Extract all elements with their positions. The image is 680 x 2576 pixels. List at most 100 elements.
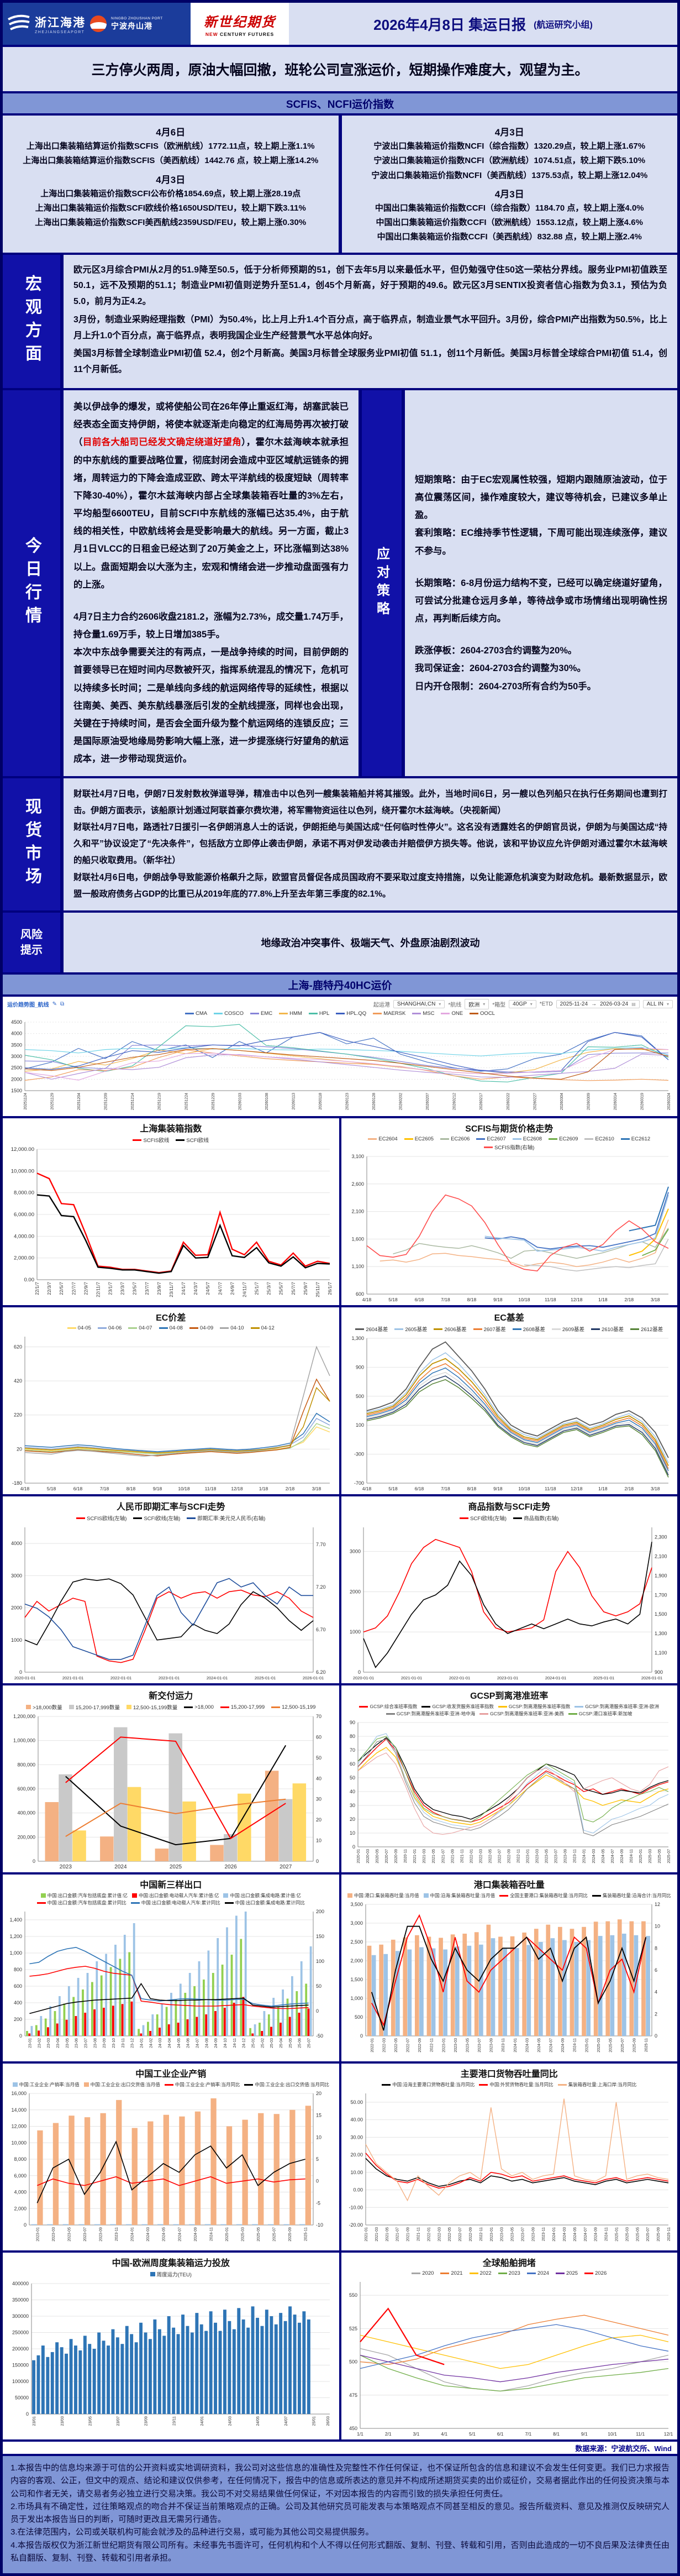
svg-text:2023-05: 2023-05 bbox=[67, 2227, 71, 2242]
svg-text:50: 50 bbox=[349, 1775, 355, 1781]
svg-text:10/1: 10/1 bbox=[608, 2431, 617, 2437]
svg-text:7/18: 7/18 bbox=[441, 1486, 450, 1491]
today-section: 今日行情 美以伊战争的爆发，或将使船公司在26年停止重返红海，胡塞武装已经表态全… bbox=[3, 390, 677, 776]
svg-text:500: 500 bbox=[354, 2014, 362, 2020]
fx-chart-band-title: 上海-鹿特丹40HC运价 bbox=[288, 980, 392, 992]
svg-text:23/03: 23/03 bbox=[61, 2416, 65, 2426]
svg-text:12,000: 12,000 bbox=[11, 2124, 27, 2129]
daily-view-text: 三方停火两周，原油大幅回撤，班轮公司宣涨运价，短期操作难度大，观望为主。 bbox=[91, 62, 589, 78]
etd-range-picker[interactable]: 2025-11-24 → 2026-03-24 ▤ bbox=[556, 1000, 640, 1009]
svg-text:2000: 2000 bbox=[349, 1589, 360, 1594]
svg-text:23/01: 23/01 bbox=[33, 2416, 36, 2426]
svg-text:4,000.00: 4,000.00 bbox=[14, 1233, 34, 1239]
svg-text:14,000: 14,000 bbox=[11, 2107, 27, 2113]
spot-label: 现货市场 bbox=[23, 798, 41, 891]
index-line: 上海出口集装箱运价指数SCFI欧线价格1650USD/TEU，较上期下跌3.11… bbox=[35, 203, 306, 213]
chart-legend: 2604基差 2605基差 2606基差 2607基差 2608基差 2609基差 2610… bbox=[341, 1324, 678, 1334]
svg-text:2500: 2500 bbox=[11, 1065, 22, 1071]
svg-text:22/5/7: 22/5/7 bbox=[59, 1282, 64, 1295]
svg-text:4,000: 4,000 bbox=[14, 2190, 27, 2195]
svg-text:3/1: 3/1 bbox=[413, 2431, 419, 2437]
svg-text:7/1: 7/1 bbox=[525, 2431, 531, 2437]
svg-text:25/5/7: 25/5/7 bbox=[278, 1282, 284, 1295]
svg-text:0: 0 bbox=[33, 1858, 35, 1864]
svg-text:12/18: 12/18 bbox=[231, 1486, 243, 1491]
svg-text:2023-11: 2023-11 bbox=[573, 1849, 577, 1863]
container-type-select[interactable]: 40GP ▾ bbox=[509, 1000, 536, 1009]
svg-text:2024-03: 2024-03 bbox=[525, 2038, 529, 2053]
svg-text:24-04: 24-04 bbox=[168, 2038, 172, 2048]
svg-text:2022-03: 2022-03 bbox=[382, 2038, 386, 2053]
origin-select[interactable]: SHANGHAI,CN ▾ bbox=[393, 1000, 445, 1009]
svg-text:24-02: 24-02 bbox=[149, 2038, 153, 2048]
svg-text:16,000: 16,000 bbox=[11, 2091, 27, 2096]
svg-text:500: 500 bbox=[355, 1394, 363, 1399]
risk-label-col: 风险提示 bbox=[3, 913, 60, 973]
svg-text:2023-03: 2023-03 bbox=[52, 2227, 56, 2242]
svg-text:2023-01: 2023-01 bbox=[36, 2227, 40, 2242]
svg-text:1,300: 1,300 bbox=[655, 1631, 667, 1636]
macro-paragraph: 3月份，制造业采购经理指数（PMI）为50.4%，比上月上升1.4个百分点，高于… bbox=[73, 315, 667, 341]
svg-text:2024-05: 2024-05 bbox=[601, 1849, 605, 1863]
chart-cell-new-three-exports: 中国新三样出口 中国:出口金额:汽车包括底盘:累计值:亿 中国:出口金额:电动载人… bbox=[3, 1875, 339, 2062]
svg-text:2022-01: 2022-01 bbox=[370, 2038, 374, 2053]
svg-text:1,700: 1,700 bbox=[655, 1592, 667, 1598]
svg-text:25-05: 25-05 bbox=[289, 2038, 293, 2048]
svg-text:10: 10 bbox=[349, 1830, 355, 1836]
svg-text:7.20: 7.20 bbox=[316, 1584, 326, 1590]
svg-text:2025-11: 2025-11 bbox=[304, 2227, 308, 2241]
svg-text:400,000: 400,000 bbox=[17, 1810, 35, 1816]
svg-text:2/1: 2/1 bbox=[384, 2431, 391, 2437]
today-label: 今日行情 bbox=[23, 536, 41, 630]
svg-text:0: 0 bbox=[19, 1669, 22, 1675]
ningbo-zhoushan-name: 宁波舟山港 bbox=[111, 21, 152, 30]
edit-icon[interactable]: ✎ bbox=[52, 1001, 57, 1008]
svg-text:12: 12 bbox=[655, 1902, 660, 1907]
svg-text:4/1: 4/1 bbox=[441, 2431, 447, 2437]
svg-text:24/03: 24/03 bbox=[229, 2416, 233, 2426]
svg-text:525: 525 bbox=[349, 2326, 357, 2331]
chart-legend: SCFI欧线(左轴) 商品指数(右轴) bbox=[341, 1513, 678, 1523]
today-label-col: 今日行情 bbox=[3, 390, 60, 776]
macro-section: 宏观方面 欧元区3月综合PMI从2月的51.9降至50.5，低于分析师预期的51… bbox=[3, 254, 677, 389]
index-line: 上海出口集装箱运价指数SCFI公布价格1854.69点，较上期上涨28.19点 bbox=[40, 189, 301, 198]
svg-text:2022-01: 2022-01 bbox=[470, 1849, 473, 1863]
ningbo-zhoushan-port-icon bbox=[90, 15, 107, 32]
svg-text:2023-07: 2023-07 bbox=[478, 2038, 482, 2053]
svg-text:5/1: 5/1 bbox=[468, 2431, 475, 2437]
svg-text:2022-07: 2022-07 bbox=[406, 2038, 410, 2053]
svg-text:2024-03: 2024-03 bbox=[146, 2227, 150, 2242]
svg-text:20260309: 20260309 bbox=[587, 1093, 591, 1110]
macro-content: 欧元区3月综合PMI从2月的51.9降至50.5，低于分析师预期的51，创下去年… bbox=[64, 254, 677, 389]
svg-text:2020-03: 2020-03 bbox=[366, 1849, 370, 1863]
svg-text:2025-03: 2025-03 bbox=[241, 2227, 245, 2242]
svg-text:6/18: 6/18 bbox=[414, 1297, 424, 1302]
svg-text:10/18: 10/18 bbox=[518, 1297, 530, 1302]
svg-text:2023-05: 2023-05 bbox=[545, 1849, 549, 1863]
svg-text:2026: 2026 bbox=[224, 1864, 237, 1870]
svg-text:50.00: 50.00 bbox=[350, 2099, 363, 2105]
svg-text:550: 550 bbox=[349, 2292, 357, 2298]
copy-icon[interactable]: ⧉ bbox=[60, 1001, 65, 1008]
allin-select[interactable]: ALL IN ▾ bbox=[642, 1000, 673, 1009]
svg-text:20260319: 20260319 bbox=[640, 1093, 644, 1110]
chart-cell-port-yoy: 主要港口货物吞吐量同比 中国:沿海主要港口货物吞吐量:当月同比 中国:外贸货物吞吐… bbox=[341, 2064, 677, 2251]
svg-text:1,200,000: 1,200,000 bbox=[13, 1714, 35, 1719]
svg-text:2023-09: 2023-09 bbox=[531, 2227, 535, 2242]
svg-text:50: 50 bbox=[316, 1755, 321, 1761]
svg-text:24/07: 24/07 bbox=[284, 2416, 288, 2426]
svg-text:-20.00: -20.00 bbox=[349, 2222, 363, 2228]
svg-text:0: 0 bbox=[26, 2411, 29, 2417]
svg-text:2021-09: 2021-09 bbox=[451, 1849, 455, 1863]
svg-text:25-06: 25-06 bbox=[298, 2038, 302, 2048]
svg-text:4: 4 bbox=[655, 1989, 657, 1995]
svg-text:1,900: 1,900 bbox=[655, 1573, 667, 1578]
svg-text:2000: 2000 bbox=[11, 1076, 22, 1082]
svg-text:2/18: 2/18 bbox=[624, 1486, 634, 1491]
svg-text:3000: 3000 bbox=[349, 1549, 360, 1554]
chart-grid: 上海集装箱指数 SCFIS欧线 SCFI欧线 0.00 2,000.00 4,000.… bbox=[3, 1118, 678, 2440]
cny-scfi-chart: 0 1000 2000 3000 4000 6.20 6.70 7.20 7.70 2020-01… bbox=[3, 1523, 339, 1683]
route-select[interactable]: 欧洲 ▾ bbox=[465, 999, 489, 1010]
chart-title: 港口集装箱吞吐量 bbox=[473, 1881, 545, 1891]
svg-text:3000: 3000 bbox=[11, 1054, 22, 1059]
